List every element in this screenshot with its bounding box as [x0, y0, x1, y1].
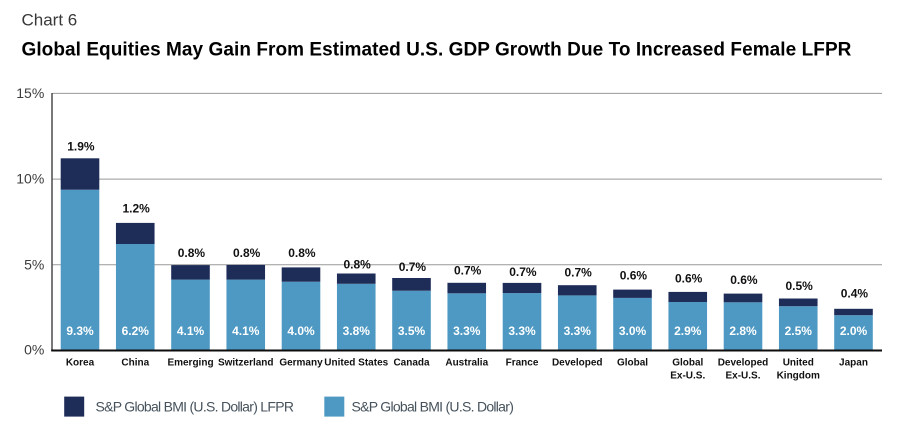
svg-text:0.7%: 0.7% [399, 260, 427, 274]
svg-text:2.5%: 2.5% [785, 324, 813, 338]
svg-text:3.0%: 3.0% [619, 324, 647, 338]
svg-text:3.3%: 3.3% [508, 324, 536, 338]
svg-text:4.0%: 4.0% [287, 324, 315, 338]
svg-text:Developed: Developed [718, 358, 769, 369]
svg-text:4.1%: 4.1% [177, 324, 205, 338]
svg-text:0.6%: 0.6% [675, 272, 703, 286]
svg-text:2.9%: 2.9% [674, 324, 702, 338]
svg-text:0.8%: 0.8% [343, 257, 371, 271]
svg-text:0.8%: 0.8% [178, 246, 206, 260]
svg-text:2.0%: 2.0% [840, 324, 868, 338]
svg-text:Global: Global [617, 358, 648, 369]
svg-text:1.9%: 1.9% [67, 139, 95, 153]
svg-text:1.2%: 1.2% [122, 202, 150, 216]
svg-text:6.2%: 6.2% [122, 324, 150, 338]
svg-text:S&P Global BMI (U.S. Dollar) L: S&P Global BMI (U.S. Dollar) LFPR [96, 398, 294, 414]
svg-text:15%: 15% [16, 85, 44, 101]
svg-text:Kingdom: Kingdom [777, 370, 820, 381]
svg-text:3.8%: 3.8% [343, 324, 371, 338]
svg-text:Global: Global [672, 358, 703, 369]
svg-text:Chart 6: Chart 6 [22, 11, 78, 30]
svg-text:0.4%: 0.4% [841, 286, 869, 300]
svg-text:Korea: Korea [66, 358, 95, 369]
svg-text:0.6%: 0.6% [730, 273, 758, 287]
svg-text:Ex-U.S.: Ex-U.S. [725, 370, 760, 381]
svg-text:Japan: Japan [839, 358, 868, 369]
svg-text:0.6%: 0.6% [620, 268, 648, 282]
svg-text:China: China [121, 358, 149, 369]
svg-text:0.8%: 0.8% [288, 246, 316, 260]
svg-text:United States: United States [324, 358, 388, 369]
svg-text:0.8%: 0.8% [233, 246, 261, 260]
svg-text:0.7%: 0.7% [564, 266, 592, 280]
svg-text:Germany: Germany [279, 358, 323, 369]
svg-text:Australia: Australia [445, 358, 488, 369]
svg-text:3.3%: 3.3% [564, 324, 592, 338]
svg-text:5%: 5% [24, 256, 44, 272]
svg-text:0.5%: 0.5% [785, 279, 813, 293]
svg-text:2.8%: 2.8% [729, 324, 757, 338]
svg-text:4.1%: 4.1% [232, 324, 260, 338]
svg-text:Ex-U.S.: Ex-U.S. [670, 370, 705, 381]
svg-text:France: France [506, 358, 539, 369]
svg-text:0.7%: 0.7% [454, 264, 482, 278]
svg-text:3.5%: 3.5% [398, 324, 426, 338]
svg-text:Emerging: Emerging [167, 358, 213, 369]
svg-text:9.3%: 9.3% [66, 324, 94, 338]
svg-text:Developed: Developed [552, 358, 603, 369]
svg-text:Global Equities May Gain From: Global Equities May Gain From Estimated … [22, 40, 852, 61]
svg-text:Switzerland: Switzerland [218, 358, 274, 369]
svg-text:United: United [783, 358, 814, 369]
svg-text:10%: 10% [16, 171, 44, 187]
svg-text:0.7%: 0.7% [509, 265, 537, 279]
svg-text:3.3%: 3.3% [453, 324, 481, 338]
svg-text:Canada: Canada [393, 358, 430, 369]
svg-text:0%: 0% [24, 342, 44, 358]
svg-text:S&P Global BMI (U.S. Dollar): S&P Global BMI (U.S. Dollar) [352, 398, 514, 414]
